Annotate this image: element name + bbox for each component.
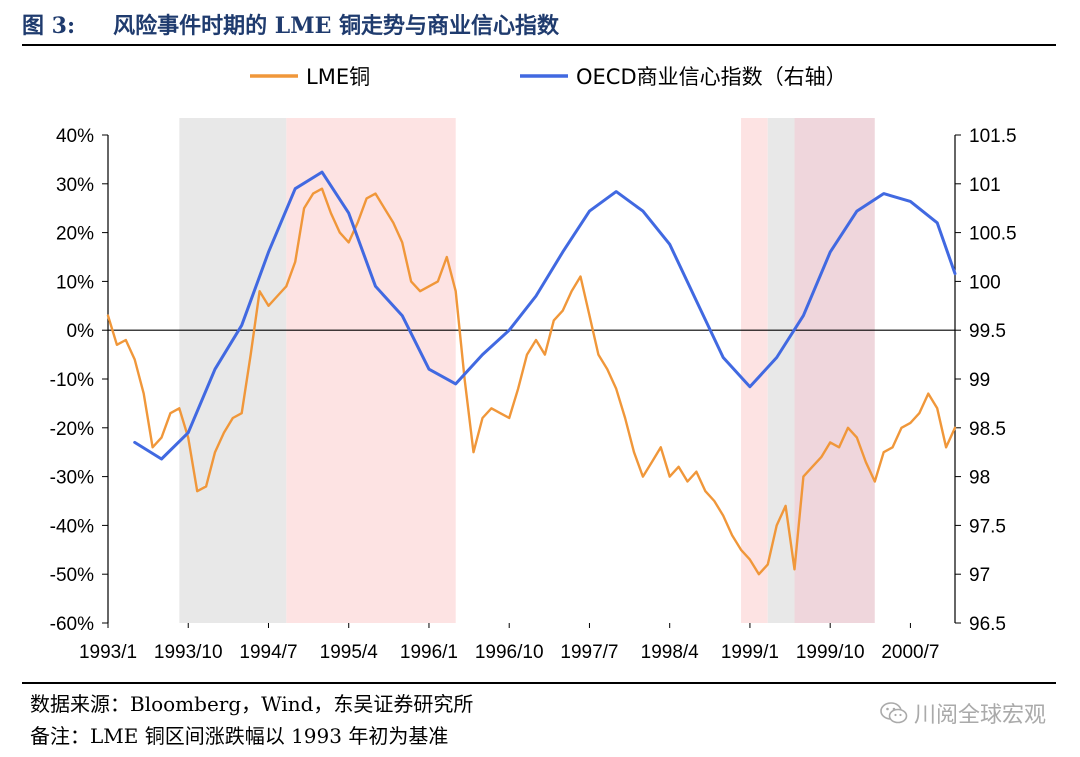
legend-label-1: OECD商业信心指数（右轴） [576, 65, 847, 89]
bottom-rule [22, 682, 1056, 684]
watermark: 川阅全球宏观 [880, 697, 1046, 729]
left-tick-label: -40% [50, 516, 94, 537]
x-tick-label: 1999/10 [796, 642, 865, 663]
x-tick-label: 2000/7 [881, 642, 939, 663]
x-axis-ticks: 1993/1 1993/10 1994/7 1995/4 1996/1 1996/10 19… [79, 623, 939, 663]
series-lines [106, 170, 957, 576]
shaded-periods [179, 118, 875, 623]
right-tick-label: 101 [969, 175, 1001, 196]
left-tick-label: 40% [56, 126, 94, 147]
left-tick-label: 30% [56, 175, 94, 196]
x-tick-label: 1993/10 [154, 642, 223, 663]
right-tick-label: 99 [969, 370, 990, 391]
x-tick-label: 1999/1 [721, 642, 779, 663]
source-note: 数据来源：Bloomberg，Wind，东吴证券研究所 [30, 692, 474, 716]
x-tick-label: 1996/1 [400, 642, 458, 663]
left-tick-label: 10% [56, 272, 94, 293]
x-tick-label: 1998/4 [641, 642, 700, 663]
watermark-text: 川阅全球宏观 [913, 703, 1046, 728]
right-tick-label: 99.5 [969, 321, 1006, 342]
right-tick-label: 101.5 [969, 126, 1017, 147]
right-tick-label: 98 [969, 468, 990, 489]
figure-title: 风险事件时期的 LME 铜走势与商业信心指数 [113, 13, 560, 39]
left-tick-label: -50% [50, 565, 94, 586]
left-tick-label: -30% [50, 468, 94, 489]
series-line-1 [133, 170, 957, 461]
left-tick-label: -60% [50, 614, 94, 635]
right-tick-label: 97 [969, 565, 990, 586]
right-tick-label: 98.5 [969, 419, 1006, 440]
legend-label-0: LME铜 [306, 65, 370, 89]
x-tick-label: 1995/4 [320, 642, 379, 663]
right-tick-label: 100.5 [969, 224, 1017, 245]
right-axis-ticks: 101.5 101 100.5 100 99.5 99 98.5 98 97.5 97 96.5 [955, 126, 1017, 635]
left-tick-label: 0% [67, 321, 95, 342]
series-line-0 [106, 187, 957, 576]
x-tick-label: 1996/10 [475, 642, 544, 663]
left-tick-label: -10% [50, 370, 94, 391]
remark-note: 备注：LME 铜区间涨跌幅以 1993 年初为基准 [30, 724, 449, 748]
right-tick-label: 97.5 [969, 516, 1006, 537]
left-tick-label: -20% [50, 419, 94, 440]
top-rule [22, 44, 1056, 46]
shaded-period-4 [794, 118, 875, 623]
shaded-period-1 [286, 118, 456, 623]
shaded-period-0 [179, 118, 287, 623]
left-tick-label: 20% [56, 224, 94, 245]
chart-title: 图 3: 风险事件时期的 LME 铜走势与商业信心指数 [22, 8, 559, 40]
x-tick-label: 1997/7 [560, 642, 618, 663]
left-axis-ticks: 40% 30% 20% 10% 0% -10% -20% -30% -40% -50% -60% [50, 126, 108, 635]
legend: LME铜 OECD商业信心指数（右轴） [250, 65, 847, 89]
chart: 40% 30% 20% 10% 0% -10% -20% -30% -40% -50% -60% 1… [50, 65, 1017, 663]
figure-number: 图 3: [22, 13, 76, 39]
right-tick-label: 96.5 [969, 614, 1006, 635]
x-tick-label: 1994/7 [239, 642, 297, 663]
right-tick-label: 100 [969, 272, 1001, 293]
wechat-icon [880, 702, 908, 724]
x-tick-label: 1993/1 [79, 642, 137, 663]
